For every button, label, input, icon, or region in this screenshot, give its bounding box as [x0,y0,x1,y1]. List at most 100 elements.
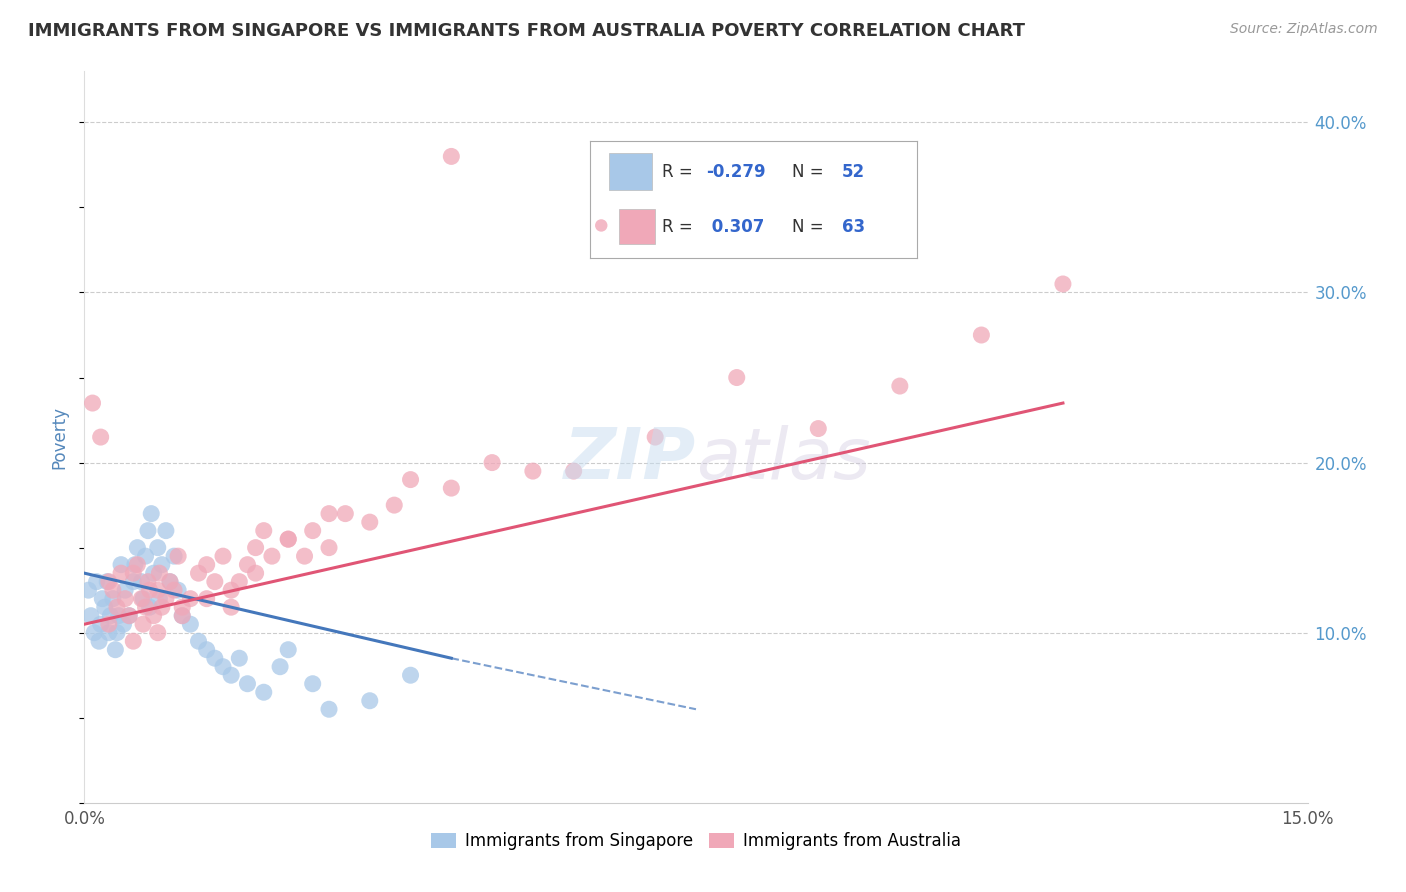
Point [167,549,190,563]
Point [318,702,340,716]
Point [82,396,104,410]
Point [86,574,108,589]
Point [159,574,181,589]
Point [167,583,190,598]
Point [236,677,259,691]
Y-axis label: Poverty: Poverty [51,406,69,468]
Point [318,541,340,555]
Point [146,541,169,555]
Point [141,507,163,521]
Point [562,464,585,478]
Point [335,507,357,521]
Point [187,634,209,648]
Point [97,574,120,589]
Point [101,583,124,598]
Point [136,574,159,589]
Point [179,617,201,632]
Point [138,583,160,598]
Point [135,549,157,563]
Point [122,574,145,589]
Point [359,694,381,708]
Point [187,566,209,581]
Point [110,566,132,581]
Point [100,608,122,623]
Text: 52: 52 [842,162,865,181]
Point [253,685,276,699]
Point [245,541,267,555]
Point [155,524,177,538]
Text: N =: N = [793,218,830,235]
Point [195,558,218,572]
Point [399,473,422,487]
Point [172,600,194,615]
Point [122,634,145,648]
Point [382,498,405,512]
Point [127,541,149,555]
Point [150,600,173,615]
Point [91,591,114,606]
Point [105,600,128,615]
Point [131,591,153,606]
Point [93,600,115,615]
Point [481,456,503,470]
Point [124,558,146,572]
Point [132,591,155,606]
Point [90,430,112,444]
Text: R =: R = [662,218,697,235]
Text: -0.279: -0.279 [706,162,765,181]
Point [150,558,173,572]
Point [118,608,141,623]
Point [889,379,911,393]
Text: 0.307: 0.307 [706,218,765,235]
Point [522,464,544,478]
Point [644,430,666,444]
Text: 63: 63 [842,218,865,235]
Point [440,149,463,163]
Point [253,524,276,538]
Point [277,642,299,657]
Point [212,549,235,563]
Point [146,583,169,598]
Point [155,591,177,606]
Point [132,617,155,632]
Text: Source: ZipAtlas.com: Source: ZipAtlas.com [1230,22,1378,37]
Point [245,566,267,581]
Point [195,591,218,606]
Point [136,524,159,538]
Point [96,574,118,589]
Point [87,634,110,648]
Point [112,617,135,632]
Point [114,583,136,598]
Point [219,600,242,615]
Point [90,617,112,632]
Point [101,591,124,606]
Point [1052,277,1074,291]
Point [83,625,105,640]
Point [163,549,186,563]
Point [77,583,100,598]
Point [97,617,120,632]
Point [236,558,259,572]
Point [399,668,422,682]
Point [104,642,127,657]
Point [219,583,242,598]
Legend: Immigrants from Singapore, Immigrants from Australia: Immigrants from Singapore, Immigrants fr… [425,825,967,856]
Point [807,421,830,435]
Point [159,574,181,589]
Point [172,608,194,623]
Point [138,600,160,615]
Point [440,481,463,495]
Point [80,608,103,623]
Point [122,566,145,581]
Text: ZIP: ZIP [564,425,696,493]
Point [148,591,170,606]
Point [195,642,218,657]
Point [212,659,235,673]
Point [131,574,153,589]
Text: N =: N = [793,162,830,181]
Point [204,651,226,665]
Point [318,507,340,521]
Point [725,370,748,384]
Text: IMMIGRANTS FROM SINGAPORE VS IMMIGRANTS FROM AUSTRALIA POVERTY CORRELATION CHART: IMMIGRANTS FROM SINGAPORE VS IMMIGRANTS … [28,22,1025,40]
Point [359,515,381,529]
